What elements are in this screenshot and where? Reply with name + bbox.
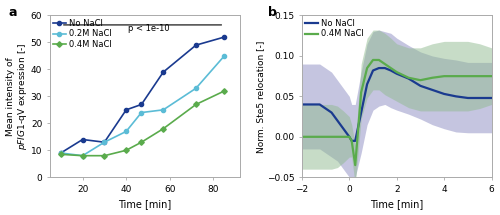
0.4M NaCl: [394, 71, 400, 73]
0.4M NaCl: [102, 154, 107, 157]
0.4M NaCl: [299, 135, 305, 138]
No NaCl: [394, 72, 400, 75]
0.4M NaCl: [193, 103, 199, 106]
No NaCl: [358, 111, 364, 114]
0.2M NaCl: [222, 55, 228, 57]
0.4M NaCl: [222, 90, 228, 92]
No NaCl: [441, 93, 447, 95]
Line: 0.4M NaCl: 0.4M NaCl: [302, 60, 492, 165]
0.4M NaCl: [352, 164, 358, 166]
No NaCl: [160, 71, 166, 73]
No NaCl: [376, 67, 382, 69]
No NaCl: [328, 111, 334, 114]
0.2M NaCl: [102, 141, 107, 143]
Line: 0.4M NaCl: 0.4M NaCl: [59, 89, 226, 158]
No NaCl: [322, 107, 328, 110]
0.2M NaCl: [80, 154, 86, 157]
Y-axis label: Mean intensity of
$\mathit{pFIG1}$-qV expression [-]: Mean intensity of $\mathit{pFIG1}$-qV ex…: [6, 43, 30, 150]
No NaCl: [364, 83, 370, 86]
Legend: No NaCl, 0.4M NaCl: No NaCl, 0.4M NaCl: [304, 18, 364, 39]
0.2M NaCl: [138, 111, 144, 114]
No NaCl: [348, 140, 354, 142]
No NaCl: [418, 84, 424, 87]
0.4M NaCl: [364, 67, 370, 69]
No NaCl: [488, 97, 494, 99]
Y-axis label: Norm. Ste5 relocation [-]: Norm. Ste5 relocation [-]: [256, 40, 265, 153]
No NaCl: [299, 103, 305, 106]
Text: a: a: [8, 6, 16, 19]
0.4M NaCl: [334, 135, 340, 138]
0.4M NaCl: [358, 91, 364, 94]
0.2M NaCl: [160, 109, 166, 111]
0.4M NaCl: [346, 135, 352, 138]
0.4M NaCl: [488, 75, 494, 77]
0.4M NaCl: [476, 75, 482, 77]
No NaCl: [382, 67, 388, 69]
No NaCl: [346, 135, 352, 138]
0.4M NaCl: [376, 59, 382, 61]
0.4M NaCl: [382, 63, 388, 65]
No NaCl: [352, 140, 358, 142]
No NaCl: [193, 44, 199, 46]
No NaCl: [305, 103, 311, 106]
0.2M NaCl: [123, 130, 129, 133]
No NaCl: [388, 69, 394, 72]
0.2M NaCl: [58, 152, 64, 154]
0.4M NaCl: [418, 79, 424, 81]
X-axis label: Time [min]: Time [min]: [370, 200, 424, 209]
No NaCl: [465, 97, 471, 99]
0.4M NaCl: [58, 153, 64, 156]
0.4M NaCl: [406, 77, 411, 79]
0.2M NaCl: [193, 87, 199, 90]
0.4M NaCl: [138, 141, 144, 143]
No NaCl: [80, 138, 86, 141]
No NaCl: [316, 103, 322, 106]
Line: No NaCl: No NaCl: [58, 35, 226, 155]
0.4M NaCl: [316, 135, 322, 138]
Text: p < 1e-10: p < 1e-10: [128, 24, 170, 33]
No NaCl: [476, 97, 482, 99]
0.4M NaCl: [370, 59, 376, 61]
0.4M NaCl: [348, 140, 354, 142]
No NaCl: [123, 109, 129, 111]
No NaCl: [222, 36, 228, 38]
0.4M NaCl: [340, 135, 346, 138]
Line: No NaCl: No NaCl: [302, 68, 492, 141]
0.4M NaCl: [310, 135, 316, 138]
0.4M NaCl: [328, 135, 334, 138]
No NaCl: [138, 103, 144, 106]
0.4M NaCl: [465, 75, 471, 77]
0.4M NaCl: [430, 77, 436, 79]
No NaCl: [310, 103, 316, 106]
No NaCl: [406, 77, 411, 80]
0.4M NaCl: [305, 135, 311, 138]
0.4M NaCl: [123, 149, 129, 152]
0.4M NaCl: [322, 135, 328, 138]
0.4M NaCl: [388, 67, 394, 69]
Legend: No NaCl, 0.2M NaCl, 0.4M NaCl: No NaCl, 0.2M NaCl, 0.4M NaCl: [52, 18, 112, 50]
No NaCl: [370, 69, 376, 72]
No NaCl: [430, 89, 436, 91]
No NaCl: [58, 152, 64, 154]
Line: 0.2M NaCl: 0.2M NaCl: [58, 54, 226, 158]
No NaCl: [453, 95, 459, 98]
0.4M NaCl: [441, 75, 447, 77]
0.4M NaCl: [160, 127, 166, 130]
0.4M NaCl: [453, 75, 459, 77]
No NaCl: [334, 119, 340, 122]
0.4M NaCl: [80, 154, 86, 157]
X-axis label: Time [min]: Time [min]: [118, 200, 172, 209]
No NaCl: [102, 141, 107, 143]
No NaCl: [340, 127, 346, 130]
Text: b: b: [268, 6, 276, 19]
